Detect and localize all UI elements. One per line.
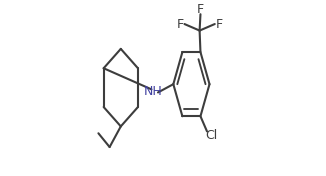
Text: F: F	[215, 18, 222, 30]
Text: Cl: Cl	[206, 129, 218, 142]
Text: NH: NH	[144, 85, 163, 98]
Text: F: F	[197, 3, 204, 16]
Text: F: F	[177, 18, 184, 30]
